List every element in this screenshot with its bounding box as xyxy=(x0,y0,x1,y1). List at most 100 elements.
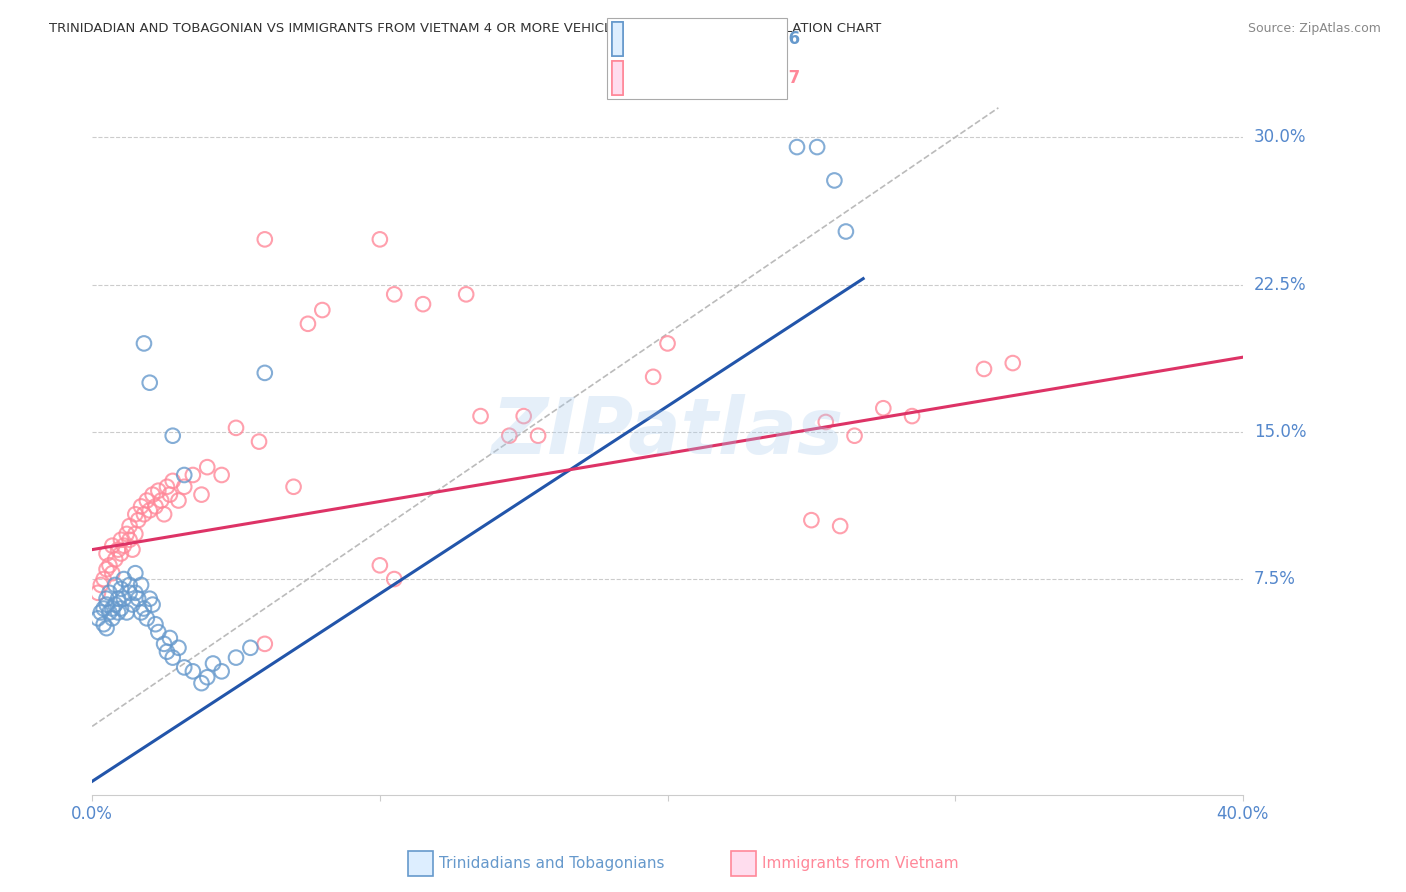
Point xyxy=(156,480,179,494)
Point xyxy=(115,606,138,620)
Point xyxy=(412,297,434,311)
Point xyxy=(901,409,924,423)
Point xyxy=(87,586,110,600)
Point xyxy=(129,606,152,620)
Point xyxy=(225,650,247,665)
Point xyxy=(844,428,866,442)
Point xyxy=(786,140,808,154)
Point xyxy=(132,601,155,615)
Point xyxy=(195,670,218,684)
Point xyxy=(181,468,204,483)
Point xyxy=(104,578,127,592)
Point xyxy=(470,409,492,423)
Point xyxy=(148,483,170,498)
Point xyxy=(162,650,184,665)
Point xyxy=(145,500,167,514)
Point xyxy=(167,493,190,508)
Text: TRINIDADIAN AND TOBAGONIAN VS IMMIGRANTS FROM VIETNAM 4 OR MORE VEHICLES IN HOUS: TRINIDADIAN AND TOBAGONIAN VS IMMIGRANTS… xyxy=(49,22,882,36)
Point xyxy=(195,460,218,475)
Point xyxy=(118,578,141,592)
Point xyxy=(135,611,157,625)
Point xyxy=(138,591,160,606)
Text: ZIPatlas: ZIPatlas xyxy=(492,393,844,470)
Point xyxy=(159,488,181,502)
Point xyxy=(90,578,112,592)
Point xyxy=(382,572,405,586)
Point xyxy=(148,625,170,640)
Point xyxy=(112,539,135,553)
Point xyxy=(973,362,995,376)
Text: Trinidadians and Tobagonians: Trinidadians and Tobagonians xyxy=(439,856,664,871)
Point xyxy=(368,232,391,246)
Point xyxy=(96,621,118,635)
Point xyxy=(211,665,233,679)
Point xyxy=(101,611,124,625)
Point xyxy=(225,421,247,435)
Point xyxy=(104,552,127,566)
Point xyxy=(150,493,173,508)
Point xyxy=(110,582,132,596)
Text: 7.5%: 7.5% xyxy=(1254,570,1296,588)
Point xyxy=(98,606,121,620)
Point xyxy=(382,287,405,301)
Point xyxy=(527,428,550,442)
Point xyxy=(835,225,858,239)
Point xyxy=(90,606,112,620)
Point xyxy=(211,468,233,483)
Point xyxy=(181,665,204,679)
Point xyxy=(107,591,129,606)
Point xyxy=(201,657,224,671)
Point xyxy=(118,533,141,547)
Point xyxy=(110,533,132,547)
Point xyxy=(247,434,270,449)
Point xyxy=(93,601,115,615)
Point xyxy=(498,428,520,442)
Point xyxy=(118,519,141,533)
Point xyxy=(456,287,478,301)
Point xyxy=(135,493,157,508)
Point xyxy=(104,598,127,612)
Point xyxy=(167,640,190,655)
Text: Source: ZipAtlas.com: Source: ZipAtlas.com xyxy=(1247,22,1381,36)
Point xyxy=(142,488,165,502)
Point xyxy=(190,676,212,690)
Point xyxy=(823,173,845,187)
Point xyxy=(124,586,146,600)
Point xyxy=(98,558,121,573)
Point xyxy=(138,503,160,517)
Point xyxy=(124,566,146,581)
Point xyxy=(96,591,118,606)
Point xyxy=(253,366,276,380)
Text: 30.0%: 30.0% xyxy=(1254,128,1306,146)
Point xyxy=(800,513,823,527)
Point xyxy=(145,617,167,632)
Point xyxy=(297,317,319,331)
Point xyxy=(153,508,176,522)
Point xyxy=(93,572,115,586)
Point xyxy=(156,645,179,659)
Point xyxy=(129,578,152,592)
Text: 15.0%: 15.0% xyxy=(1254,423,1306,441)
Point xyxy=(162,428,184,442)
Text: R = 0.526   N = 56: R = 0.526 N = 56 xyxy=(630,30,800,48)
Point xyxy=(173,468,195,483)
Text: 22.5%: 22.5% xyxy=(1254,276,1306,293)
Point xyxy=(1001,356,1024,370)
Point xyxy=(129,500,152,514)
Point xyxy=(112,591,135,606)
Point xyxy=(173,660,195,674)
Point xyxy=(87,611,110,625)
Text: Immigrants from Vietnam: Immigrants from Vietnam xyxy=(762,856,959,871)
Point xyxy=(830,519,852,533)
Point xyxy=(253,637,276,651)
Point xyxy=(101,601,124,615)
Point xyxy=(253,232,276,246)
Point xyxy=(96,562,118,576)
Point xyxy=(132,508,155,522)
Point xyxy=(96,547,118,561)
Point xyxy=(153,637,176,651)
Point xyxy=(159,631,181,645)
Point xyxy=(643,369,665,384)
Point xyxy=(110,547,132,561)
Point xyxy=(512,409,534,423)
